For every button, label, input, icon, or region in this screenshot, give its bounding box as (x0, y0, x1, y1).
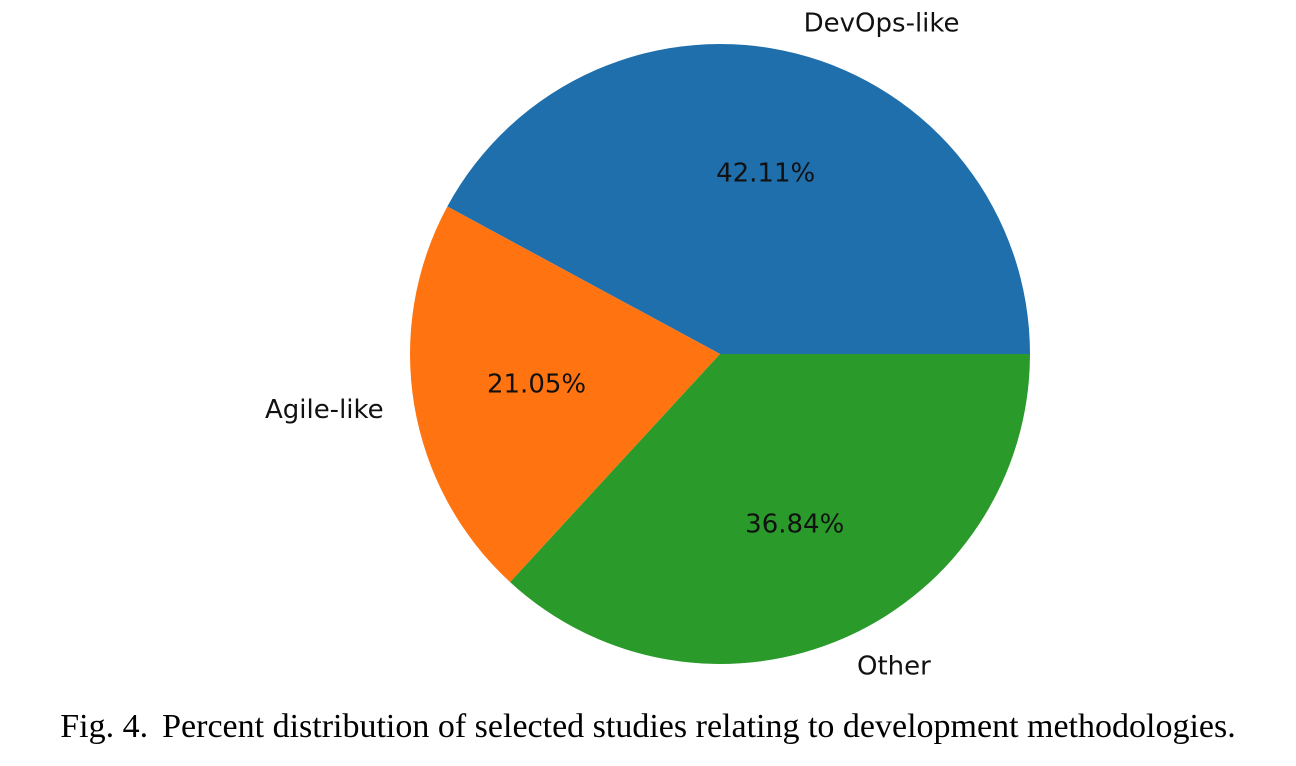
pie-category-labels: DevOps-like Agile-like Other (265, 8, 960, 681)
pie-chart: 42.11% 21.05% 36.84% DevOps-like Agile-like… (265, 8, 1031, 681)
caption-text: Percent distribution of selected studies… (162, 708, 1236, 745)
pie-percent-labels: 42.11% 21.05% 36.84% (487, 159, 844, 540)
figure-caption: Fig. 4. Percent distribution of selected … (0, 708, 1296, 746)
figure-number: Fig. 4. (60, 708, 149, 745)
pie-category-label-agile-like: Agile-like (265, 395, 384, 425)
pie-slice-devops-like (447, 44, 1031, 354)
pie-percent-label-agile-like: 21.05% (487, 370, 586, 400)
pie-percent-label-devops-like: 42.11% (716, 159, 815, 189)
pie-category-label-other: Other (857, 651, 931, 681)
pie-slice-agile-like (410, 206, 720, 583)
pie-slices (410, 44, 1031, 665)
pie-category-label-devops-like: DevOps-like (804, 8, 960, 38)
pie-slice-other (510, 354, 1030, 665)
pie-percent-label-other: 36.84% (745, 509, 844, 539)
